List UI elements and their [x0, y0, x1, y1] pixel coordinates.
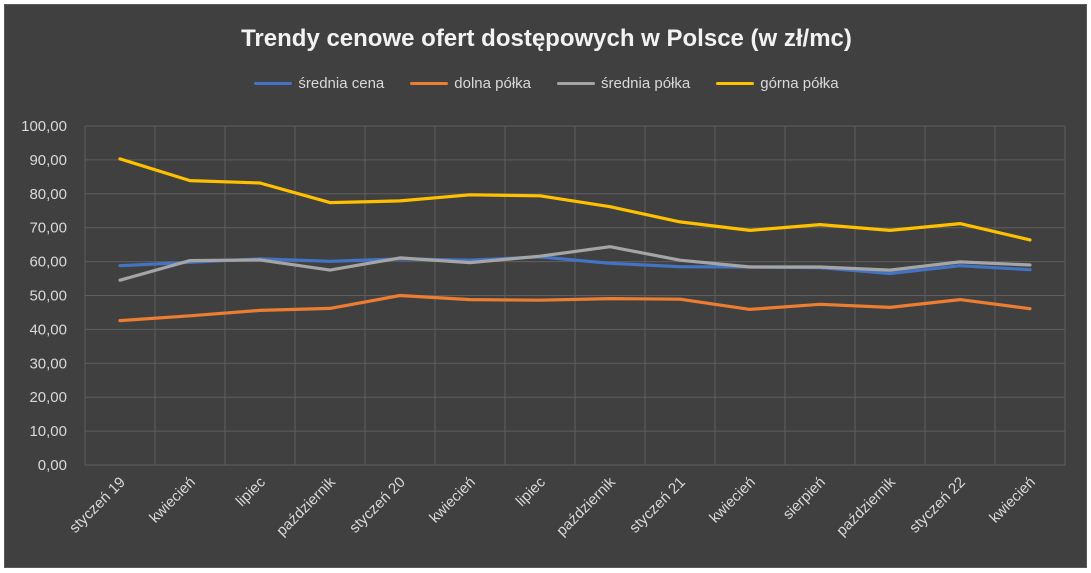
x-tick-label: lipiec [233, 473, 270, 510]
x-tick-label: październik [273, 473, 339, 539]
legend-label-srednia-polka: średnia półka [601, 75, 691, 92]
x-tick-label: styczeń 19 [66, 474, 129, 537]
x-tick-label: lipiec [513, 473, 550, 510]
series-line-1 [118, 293, 1032, 323]
line-chart-plot: 0,00 10,00 20,00 30,00 40,00 50,00 60,00 70,00 8… [21, 118, 1066, 539]
y-tick-label: 50,00 [29, 288, 67, 305]
legend-item-dolna-polka: dolna półka [410, 75, 531, 92]
x-tick-label: październik [833, 473, 899, 539]
y-tick-label: 30,00 [29, 355, 67, 372]
y-tick-label: 40,00 [29, 321, 67, 338]
y-axis-ticks: 0,00 10,00 20,00 30,00 40,00 50,00 60,00 70,00 8… [21, 118, 67, 474]
grid-lines [84, 125, 1066, 466]
legend-label-srednia-cena: średnia cena [298, 75, 385, 92]
legend-item-srednia-cena: średnia cena [254, 75, 384, 92]
legend-swatch-gorna-polka [716, 82, 755, 85]
x-tick-label: styczeń 21 [626, 474, 689, 537]
legend-label-gorna-polka: górna półka [760, 75, 839, 92]
x-tick-label: sierpień [780, 474, 829, 523]
y-tick-label: 90,00 [29, 152, 67, 169]
y-tick-label: 80,00 [29, 186, 67, 203]
y-tick-label: 0,00 [38, 457, 67, 474]
x-tick-label: październik [553, 473, 619, 539]
legend-item-srednia-polka: średnia półka [557, 75, 690, 92]
chart-legend: średnia cena dolna półka średnia półka g… [5, 75, 1088, 92]
series-line-2 [118, 245, 1032, 282]
x-tick-label: styczeń 22 [906, 474, 969, 537]
chart-frame: Trendy cenowe ofert dostępowych w Polsce… [4, 4, 1087, 568]
y-tick-label: 60,00 [29, 254, 67, 271]
y-tick-label: 100,00 [21, 118, 67, 135]
x-tick-label: kwiecień [986, 474, 1039, 527]
x-tick-label: kwiecień [706, 474, 759, 527]
legend-swatch-srednia-cena [254, 82, 293, 85]
y-tick-label: 70,00 [29, 220, 67, 237]
x-axis-ticks: styczeń 19 kwiecień lipiec październik stycz… [66, 473, 1039, 539]
legend-label-dolna-polka: dolna półka [454, 75, 531, 92]
series-line-0 [118, 255, 1032, 276]
chart-title: Trendy cenowe ofert dostępowych w Polsce… [241, 25, 852, 52]
y-tick-label: 10,00 [29, 423, 67, 440]
y-tick-label: 20,00 [29, 389, 67, 406]
x-tick-label: kwiecień [146, 474, 199, 527]
series-line-3 [118, 157, 1032, 242]
x-tick-label: kwiecień [426, 474, 479, 527]
legend-swatch-srednia-polka [557, 82, 595, 85]
legend-item-gorna-polka: górna półka [716, 75, 839, 92]
legend-swatch-dolna-polka [410, 82, 449, 85]
series-lines [118, 157, 1032, 323]
x-tick-label: styczeń 20 [346, 474, 409, 537]
